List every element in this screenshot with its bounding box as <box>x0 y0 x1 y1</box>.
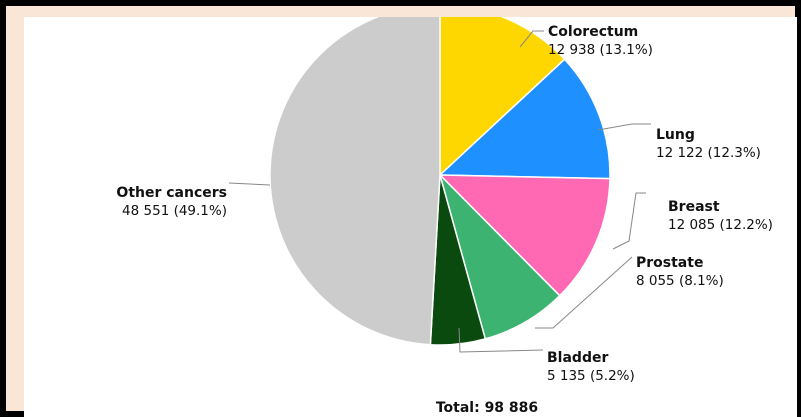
slice-name-label: Other cancers <box>116 185 227 201</box>
pie-slices <box>269 17 611 346</box>
pie-slice-other-cancers <box>269 17 441 346</box>
slice-value-label: 12 938 (13.1%) <box>548 42 653 58</box>
pie-slice-breast <box>438 174 611 297</box>
leader-line <box>597 123 651 131</box>
slice-labels: Colorectum 12 938 (13.1%) Lung 12 122 (12.3… <box>116 24 773 384</box>
total-label: Total: 98 886 <box>436 400 538 416</box>
leader-line <box>228 182 271 186</box>
slice-name-label: Colorectum <box>548 24 638 40</box>
slice-value-label: 12 085 (12.2%) <box>668 217 773 233</box>
slice-name-label: Lung <box>656 127 695 143</box>
leader-line <box>458 327 544 353</box>
slice-value-label: 5 135 (5.2%) <box>547 368 635 384</box>
leader-lines <box>228 30 651 353</box>
leader-line <box>612 192 646 250</box>
pie-slice-lung <box>438 58 611 180</box>
slice-value-label: 8 055 (8.1%) <box>636 273 724 289</box>
pie-slice-colorectum <box>439 17 566 177</box>
slice-name-label: Prostate <box>636 255 703 271</box>
slice-value-label: 48 551 (49.1%) <box>122 203 227 219</box>
pie-chart: Colorectum 12 938 (13.1%) Lung 12 122 (12.3… <box>116 17 773 416</box>
leader-line <box>535 256 633 329</box>
slice-value-label: 12 122 (12.3%) <box>656 145 761 161</box>
slice-name-label: Breast <box>668 199 720 215</box>
slice-name-label: Bladder <box>547 350 608 366</box>
chart-panel: Colorectum 12 938 (13.1%) Lung 12 122 (12.3… <box>24 17 797 417</box>
leader-line <box>519 30 544 48</box>
pie-slice-prostate <box>438 172 561 340</box>
